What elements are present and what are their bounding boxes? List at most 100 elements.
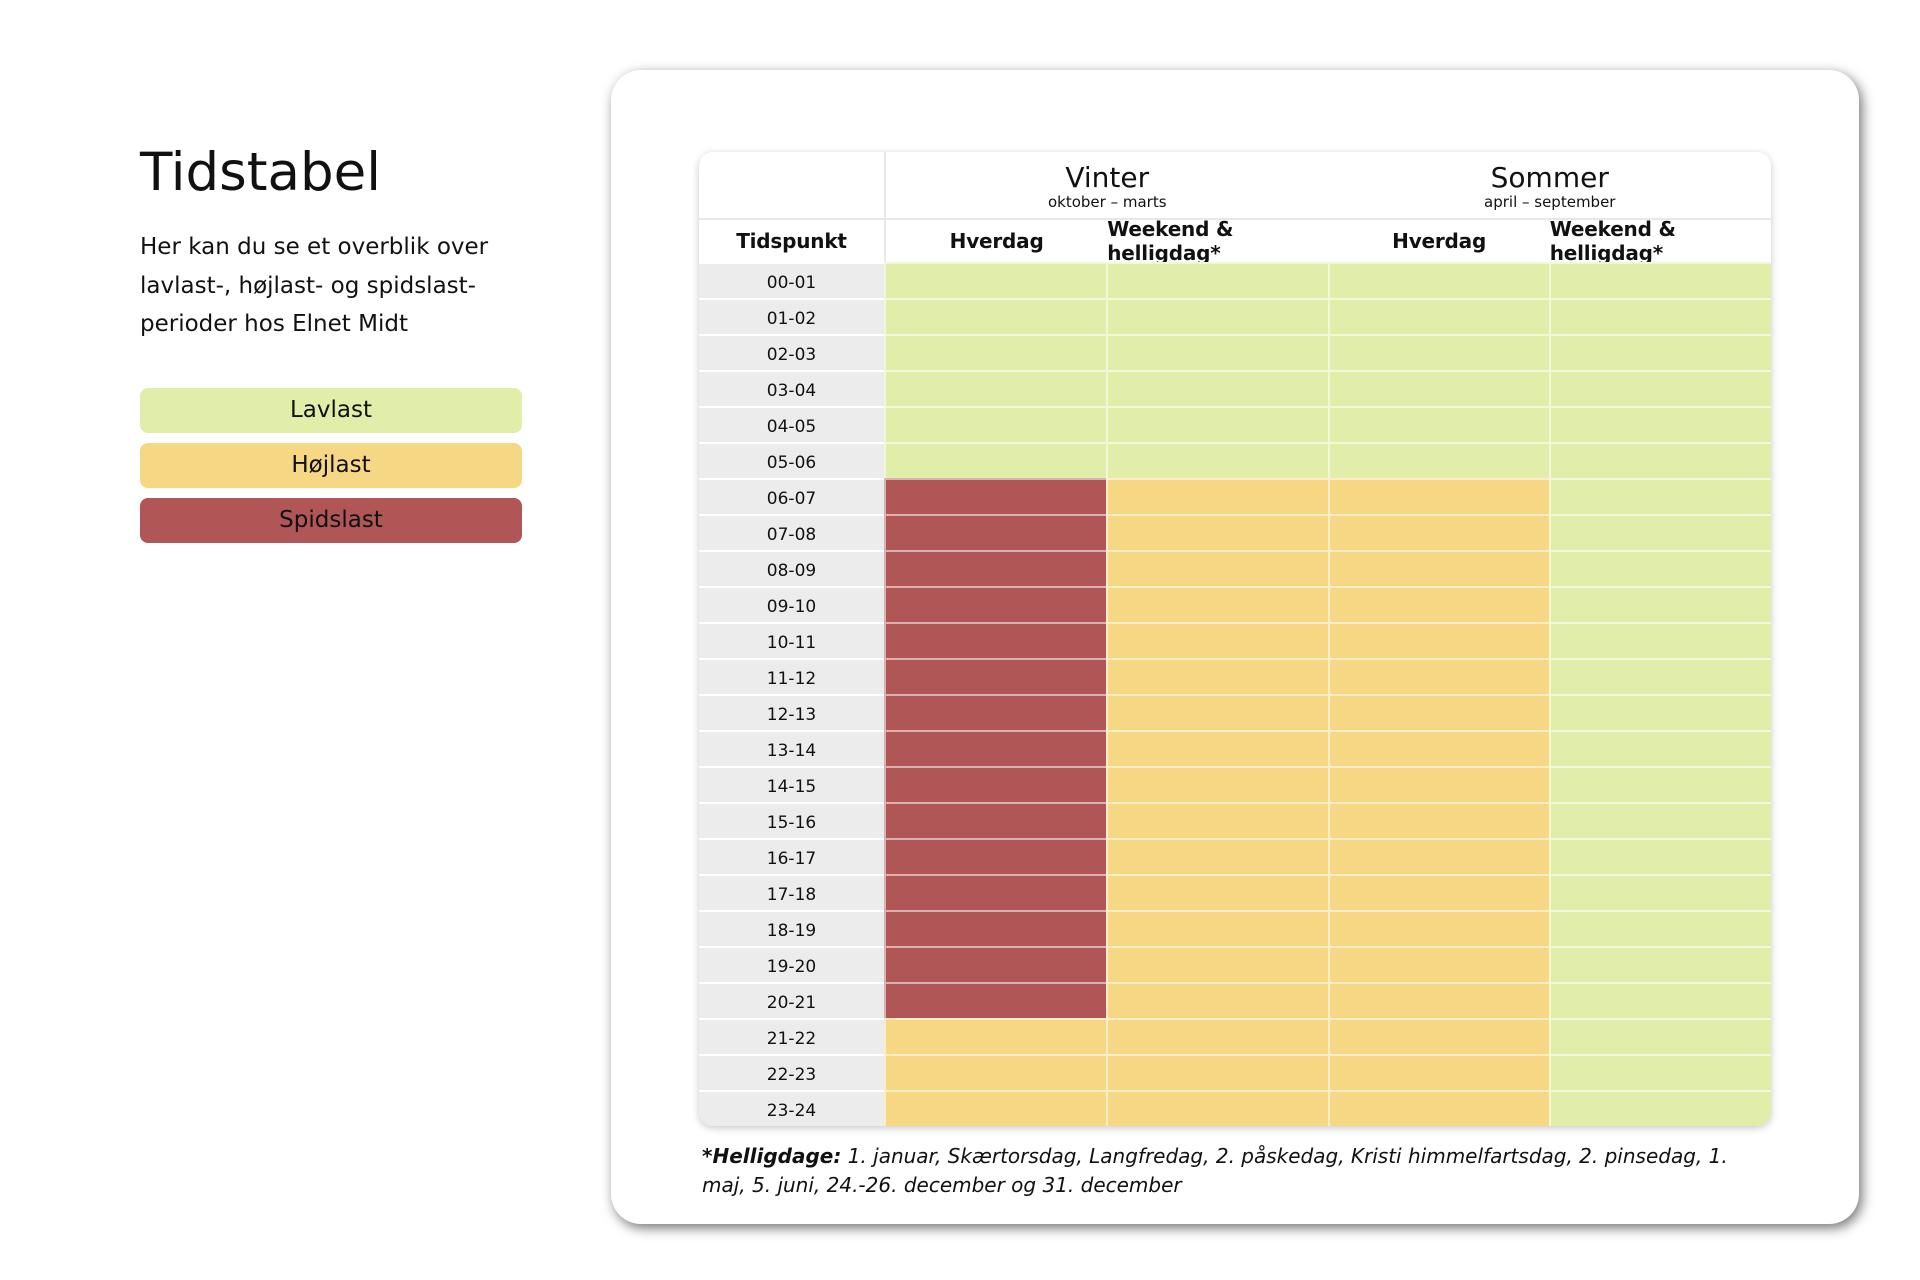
load-cell-lav: [884, 262, 1106, 298]
load-cell-lav: [1549, 694, 1771, 730]
load-cell-hoj: [1105, 982, 1328, 1018]
load-cell-hoj: [1327, 982, 1550, 1018]
load-cell-lav: [1549, 982, 1771, 1018]
load-cell-lav: [1105, 442, 1328, 478]
load-cell-lav: [1549, 478, 1771, 514]
time-cell: 05-06: [699, 442, 884, 478]
load-cell-hoj: [1105, 622, 1328, 658]
load-cell-hoj: [1327, 622, 1550, 658]
column-header-sommer-weekend: Weekend & helligdag*: [1549, 217, 1676, 265]
load-cell-lav: [1549, 1090, 1771, 1126]
load-cell-spids: [884, 910, 1106, 946]
load-cell-spids: [884, 874, 1106, 910]
time-cell: 03-04: [699, 370, 884, 406]
load-cell-hoj: [884, 1054, 1106, 1090]
load-cell-hoj: [1105, 478, 1328, 514]
time-cell: 15-16: [699, 802, 884, 838]
time-cell: 07-08: [699, 514, 884, 550]
load-cell-hoj: [1105, 874, 1328, 910]
load-cell-lav: [1327, 298, 1550, 334]
load-cell-lav: [1549, 334, 1771, 370]
load-cell-hoj: [1327, 802, 1550, 838]
table-row: 02-03: [699, 334, 1771, 370]
load-cell-hoj: [1327, 1054, 1550, 1090]
table-row: 15-16: [699, 802, 1771, 838]
load-cell-hoj: [1105, 514, 1328, 550]
table-row: 19-20: [699, 946, 1771, 982]
footnote-label: *Helligdage:: [702, 1144, 842, 1168]
load-cell-lav: [1105, 370, 1328, 406]
season-range: april – september: [1484, 193, 1616, 211]
load-cell-lav: [1549, 514, 1771, 550]
legend-spidslast: Spidslast: [140, 497, 522, 543]
load-cell-lav: [884, 406, 1106, 442]
load-cell-lav: [1549, 406, 1771, 442]
table-row: 21-22: [699, 1018, 1771, 1054]
column-header-vinter-weekend: Weekend & helligdag*: [1107, 217, 1234, 265]
table-row: 10-11: [699, 622, 1771, 658]
time-cell: 06-07: [699, 478, 884, 514]
load-cell-hoj: [1327, 730, 1550, 766]
table-row: 22-23: [699, 1054, 1771, 1090]
time-cell: 20-21: [699, 982, 884, 1018]
season-range: oktober – marts: [1047, 193, 1167, 211]
intro-text: Her kan du se et overblik over lavlast-,…: [140, 234, 489, 337]
time-cell: 13-14: [699, 730, 884, 766]
table-row: 03-04: [699, 370, 1771, 406]
legend-hojlast: Højlast: [140, 442, 522, 488]
column-header-sommer-hverdag: Hverdag: [1392, 229, 1487, 253]
time-cell: 01-02: [699, 298, 884, 334]
load-cell-hoj: [884, 1018, 1106, 1054]
load-cell-lav: [1549, 910, 1771, 946]
load-cell-spids: [884, 478, 1106, 514]
load-cell-spids: [884, 946, 1106, 982]
season-name: Vinter: [1065, 161, 1150, 194]
load-cell-hoj: [1105, 766, 1328, 802]
time-cell: 00-01: [699, 262, 884, 298]
load-cell-lav: [1549, 370, 1771, 406]
table-body: 00-01 01-02 02-03 03-04 04-05 05-06 06-07 07-08…: [699, 262, 1771, 1126]
page-title: Tidstabel: [140, 142, 381, 203]
table-row: 04-05: [699, 406, 1771, 442]
load-cell-hoj: [1105, 586, 1328, 622]
footnote-text: 1. januar, Skærtorsdag, Langfredag, 2. p…: [702, 1144, 1728, 1197]
table-row: 05-06: [699, 442, 1771, 478]
load-cell-spids: [884, 658, 1106, 694]
load-cell-lav: [1327, 262, 1550, 298]
time-cell: 11-12: [699, 658, 884, 694]
load-cell-spids: [884, 550, 1106, 586]
load-cell-lav: [1105, 334, 1328, 370]
load-cell-hoj: [1105, 730, 1328, 766]
load-cell-hoj: [1105, 1018, 1328, 1054]
load-cell-spids: [884, 622, 1106, 658]
legend: Lavlast Højlast Spidslast: [140, 387, 540, 543]
time-cell: 02-03: [699, 334, 884, 370]
load-cell-lav: [1105, 298, 1328, 334]
table-row: 16-17: [699, 838, 1771, 874]
load-cell-hoj: [1327, 550, 1550, 586]
column-header-vinter-hverdag: Hverdag: [949, 229, 1044, 253]
load-cell-lav: [1327, 442, 1550, 478]
load-cell-hoj: [1105, 910, 1328, 946]
load-cell-hoj: [884, 1090, 1106, 1126]
load-cell-lav: [1549, 586, 1771, 622]
load-cell-lav: [1549, 658, 1771, 694]
intro-panel: Tidstabel Her kan du se et overblik over…: [140, 140, 540, 553]
load-cell-lav: [1549, 550, 1771, 586]
load-cell-lav: [884, 334, 1106, 370]
table-row: 20-21: [699, 982, 1771, 1018]
time-cell: 16-17: [699, 838, 884, 874]
table-row: 00-01: [699, 262, 1771, 298]
load-cell-spids: [884, 838, 1106, 874]
legend-lavlast: Lavlast: [140, 387, 522, 433]
load-cell-hoj: [1327, 478, 1550, 514]
column-header-time: Tidspunkt: [699, 220, 886, 262]
load-cell-lav: [1105, 262, 1328, 298]
column-header-row: Tidspunkt Hverdag Weekend & helligdag* H…: [699, 217, 1771, 265]
table-row: 14-15: [699, 766, 1771, 802]
load-cell-lav: [1327, 406, 1550, 442]
load-cell-hoj: [1327, 1018, 1550, 1054]
table-row: 11-12: [699, 658, 1771, 694]
table-row: 07-08: [699, 514, 1771, 550]
table-row: 06-07: [699, 478, 1771, 514]
